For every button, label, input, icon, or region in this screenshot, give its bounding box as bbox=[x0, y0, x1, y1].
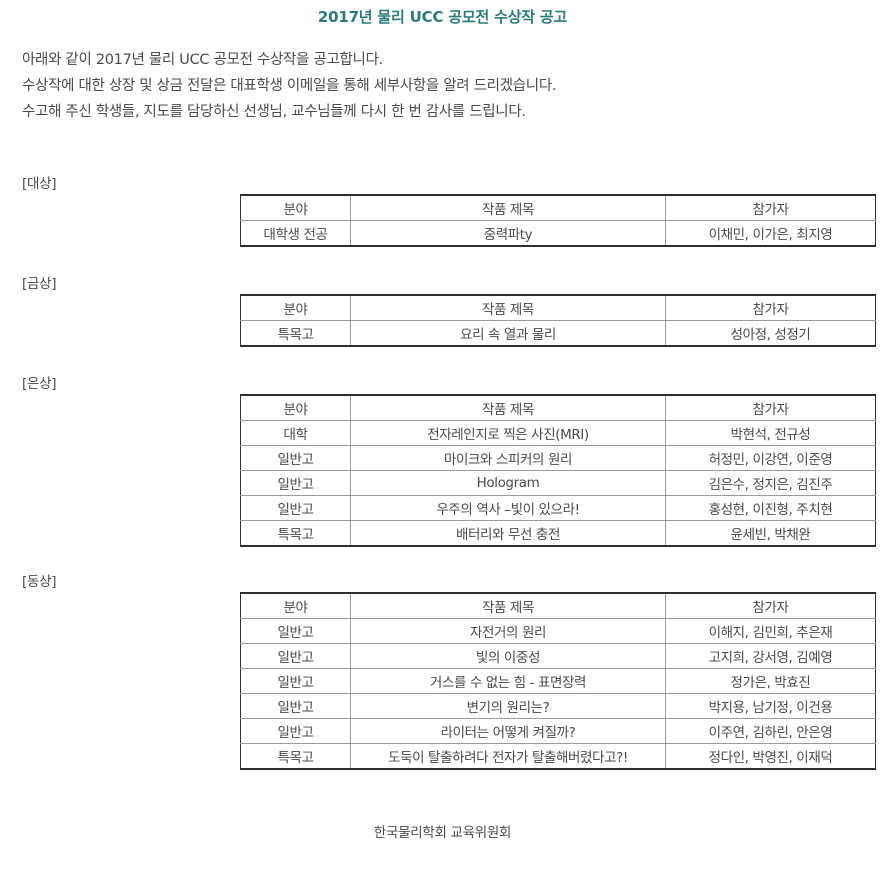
column-header-participants: 참가자 bbox=[665, 195, 876, 221]
cell-participants: 성아정, 성정기 bbox=[665, 320, 876, 346]
award-table: 분야 작품 제목 참가자 대학생 전공 중력파ty 이채민, 이가은, 최지영 bbox=[240, 194, 876, 247]
table-header-row: 분야 작품 제목 참가자 bbox=[240, 593, 876, 619]
award-section-label: [대상] bbox=[22, 176, 57, 192]
cell-participants: 정다인, 박영진, 이재덕 bbox=[665, 743, 876, 769]
intro-line-3: 수고해 주신 학생들, 지도를 담당하신 선생님, 교수님들께 다시 한 번 감… bbox=[22, 104, 526, 120]
table-row: 일반고 자전거의 원리 이해지, 김민희, 추은재 bbox=[240, 618, 876, 644]
cell-participants: 이해지, 김민희, 추은재 bbox=[665, 618, 876, 644]
cell-work-title: 배터리와 무선 충전 bbox=[350, 520, 666, 546]
cell-work-title: 마이크와 스피커의 원리 bbox=[350, 445, 666, 471]
table-header-row: 분야 작품 제목 참가자 bbox=[240, 295, 876, 321]
award-table: 분야 작품 제목 참가자 특목고 요리 속 열과 물리 성아정, 성정기 bbox=[240, 294, 876, 347]
table-row: 일반고 거스를 수 없는 힘 - 표면장력 정가은, 박효진 bbox=[240, 668, 876, 694]
award-section-label: [금상] bbox=[22, 276, 57, 292]
cell-field: 일반고 bbox=[240, 718, 351, 744]
cell-participants: 정가은, 박효진 bbox=[665, 668, 876, 694]
cell-participants: 김은수, 정지은, 김진주 bbox=[665, 470, 876, 496]
award-table: 분야 작품 제목 참가자 일반고 자전거의 원리 이해지, 김민희, 추은재 일반고 빛의 이… bbox=[240, 592, 876, 770]
intro-line-2: 수상작에 대한 상장 및 상금 전달은 대표학생 이메일을 통해 세부사항을 알… bbox=[22, 78, 557, 94]
table-row: 일반고 변기의 원리는? 박지용, 남기정, 이건용 bbox=[240, 693, 876, 719]
cell-field: 일반고 bbox=[240, 643, 351, 669]
table-row: 특목고 배터리와 무선 충전 윤세빈, 박채완 bbox=[240, 520, 876, 546]
award-table: 분야 작품 제목 참가자 대학 전자레인지로 찍은 사진(MRI) 박현석, 전규성 일반고… bbox=[240, 394, 876, 547]
cell-participants: 홍성현, 이진형, 주치현 bbox=[665, 495, 876, 521]
cell-field: 대학생 전공 bbox=[240, 220, 351, 246]
cell-work-title: 도둑이 탈출하려다 전자가 탈출해버렸다고?! bbox=[350, 743, 666, 769]
cell-work-title: 거스를 수 없는 힘 - 표면장력 bbox=[350, 668, 666, 694]
cell-work-title: 전자레인지로 찍은 사진(MRI) bbox=[350, 420, 666, 446]
cell-work-title: 빛의 이중성 bbox=[350, 643, 666, 669]
cell-participants: 박현석, 전규성 bbox=[665, 420, 876, 446]
cell-work-title: 변기의 원리는? bbox=[350, 693, 666, 719]
cell-participants: 이주연, 김하린, 안은영 bbox=[665, 718, 876, 744]
column-header-work-title: 작품 제목 bbox=[350, 395, 666, 421]
cell-field: 일반고 bbox=[240, 693, 351, 719]
intro-paragraph: 아래와 같이 2017년 물리 UCC 공모전 수상작을 공고합니다. 수상작에… bbox=[22, 47, 556, 125]
cell-field: 일반고 bbox=[240, 495, 351, 521]
cell-field: 특목고 bbox=[240, 320, 351, 346]
page-title: 2017년 물리 UCC 공모전 수상작 공고 bbox=[317, 8, 568, 26]
table-row: 대학생 전공 중력파ty 이채민, 이가은, 최지영 bbox=[240, 220, 876, 246]
column-header-work-title: 작품 제목 bbox=[350, 195, 666, 221]
cell-work-title: Hologram bbox=[350, 470, 666, 496]
column-header-participants: 참가자 bbox=[665, 395, 876, 421]
cell-work-title: 라이터는 어떻게 켜질까? bbox=[350, 718, 666, 744]
table-row: 특목고 도둑이 탈출하려다 전자가 탈출해버렸다고?! 정다인, 박영진, 이재덕 bbox=[240, 743, 876, 769]
cell-work-title: 요리 속 열과 물리 bbox=[350, 320, 666, 346]
cell-participants: 이채민, 이가은, 최지영 bbox=[665, 220, 876, 246]
cell-participants: 고지희, 강서영, 김예영 bbox=[665, 643, 876, 669]
cell-field: 일반고 bbox=[240, 618, 351, 644]
table-row: 일반고 빛의 이중성 고지희, 강서영, 김예영 bbox=[240, 643, 876, 669]
column-header-field: 분야 bbox=[240, 295, 351, 321]
cell-field: 특목고 bbox=[240, 743, 351, 769]
cell-work-title: 중력파ty bbox=[350, 220, 666, 246]
table-header-row: 분야 작품 제목 참가자 bbox=[240, 395, 876, 421]
table-row: 특목고 요리 속 열과 물리 성아정, 성정기 bbox=[240, 320, 876, 346]
table-row: 일반고 우주의 역사 –빛이 있으라! 홍성현, 이진형, 주치현 bbox=[240, 495, 876, 521]
cell-participants: 윤세빈, 박채완 bbox=[665, 520, 876, 546]
column-header-field: 분야 bbox=[240, 195, 351, 221]
table-header-row: 분야 작품 제목 참가자 bbox=[240, 195, 876, 221]
table-row: 일반고 라이터는 어떻게 켜질까? 이주연, 김하린, 안은영 bbox=[240, 718, 876, 744]
footer-signature: 한국물리학회 교육위원회 bbox=[373, 825, 512, 841]
cell-work-title: 우주의 역사 –빛이 있으라! bbox=[350, 495, 666, 521]
column-header-field: 분야 bbox=[240, 593, 351, 619]
table-row: 대학 전자레인지로 찍은 사진(MRI) 박현석, 전규성 bbox=[240, 420, 876, 446]
column-header-work-title: 작품 제목 bbox=[350, 593, 666, 619]
column-header-field: 분야 bbox=[240, 395, 351, 421]
cell-participants: 박지용, 남기정, 이건용 bbox=[665, 693, 876, 719]
column-header-participants: 참가자 bbox=[665, 295, 876, 321]
table-row: 일반고 마이크와 스피커의 원리 허정민, 이강연, 이준영 bbox=[240, 445, 876, 471]
intro-line-1: 아래와 같이 2017년 물리 UCC 공모전 수상작을 공고합니다. bbox=[22, 52, 383, 68]
column-header-participants: 참가자 bbox=[665, 593, 876, 619]
cell-field: 특목고 bbox=[240, 520, 351, 546]
column-header-work-title: 작품 제목 bbox=[350, 295, 666, 321]
award-section-label: [은상] bbox=[22, 376, 57, 392]
cell-field: 일반고 bbox=[240, 470, 351, 496]
cell-field: 일반고 bbox=[240, 445, 351, 471]
award-section-label: [동상] bbox=[22, 574, 57, 590]
cell-field: 일반고 bbox=[240, 668, 351, 694]
cell-field: 대학 bbox=[240, 420, 351, 446]
cell-work-title: 자전거의 원리 bbox=[350, 618, 666, 644]
cell-participants: 허정민, 이강연, 이준영 bbox=[665, 445, 876, 471]
table-row: 일반고 Hologram 김은수, 정지은, 김진주 bbox=[240, 470, 876, 496]
